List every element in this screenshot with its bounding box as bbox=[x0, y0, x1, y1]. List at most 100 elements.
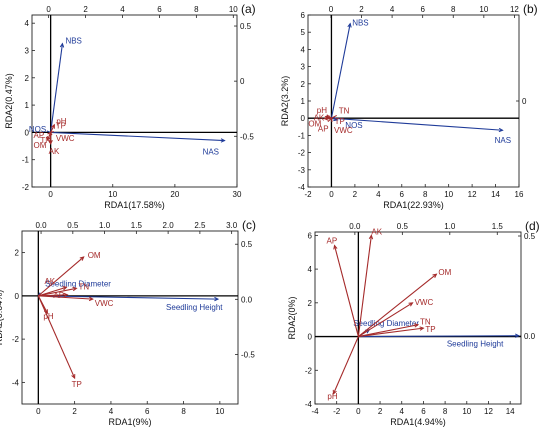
top-tick-label: 2.0 bbox=[163, 221, 175, 230]
x-axis-title: RDA1(4.94%) bbox=[390, 417, 446, 427]
x-tick-label: -4 bbox=[311, 407, 319, 416]
top-tick-label: 8 bbox=[451, 5, 456, 14]
vector-label-ap: AP bbox=[327, 236, 338, 245]
vector-label-nas: NAS bbox=[203, 148, 219, 157]
vector-label-seedling-diameter: Seedling Diameter bbox=[353, 319, 419, 328]
top-tick-label: 2 bbox=[359, 5, 364, 14]
panel-label: (c) bbox=[242, 218, 256, 232]
right-tick-label: 0.5 bbox=[241, 240, 253, 249]
vector-label-nbs: NBS bbox=[352, 19, 368, 28]
y-tick-label: -4 bbox=[12, 378, 20, 387]
vector-ap bbox=[327, 117, 332, 123]
top-tick-label: 3.0 bbox=[226, 221, 238, 230]
arrowhead-vwc bbox=[88, 296, 94, 302]
y-tick-label: 4 bbox=[308, 265, 313, 274]
plot-frame bbox=[307, 14, 520, 188]
right-tick-label: 0.0 bbox=[241, 295, 253, 304]
x-tick-label: 6 bbox=[421, 407, 426, 416]
y-tick-label: 1 bbox=[301, 97, 306, 106]
x-tick-label: 10 bbox=[215, 407, 224, 416]
y-tick-label: -2 bbox=[298, 149, 306, 158]
right-tick-label: -0.5 bbox=[241, 350, 255, 359]
top-tick-label: 0 bbox=[329, 5, 334, 14]
vector-label-ap: AP bbox=[34, 131, 45, 140]
y-tick-label: -4 bbox=[305, 400, 313, 409]
panel-label: (a) bbox=[241, 2, 256, 16]
vector-label-nos: NOS bbox=[345, 121, 362, 130]
top-tick-label: 4 bbox=[390, 5, 395, 14]
y-tick-label: -2 bbox=[22, 183, 30, 192]
y-tick-label: 0 bbox=[15, 292, 20, 301]
top-tick-label: 1.5 bbox=[131, 221, 143, 230]
y-tick-label: 5 bbox=[301, 28, 306, 37]
y-tick-label: -1 bbox=[22, 156, 30, 165]
right-tick-label: 0 bbox=[240, 77, 245, 86]
y-tick-label: 4 bbox=[301, 45, 306, 54]
vector-vwc bbox=[358, 302, 413, 338]
vector-label-ph: pH bbox=[327, 392, 337, 401]
top-tick-label: 1.5 bbox=[492, 222, 504, 231]
vector-label-nas: NAS bbox=[495, 136, 511, 145]
x-tick-label: 2 bbox=[72, 407, 77, 416]
top-tick-label: 6 bbox=[157, 5, 162, 14]
x-tick-label: 6 bbox=[145, 407, 150, 416]
x-tick-label: 12 bbox=[484, 407, 493, 416]
right-tick-label: -0.5 bbox=[240, 132, 254, 141]
arrowhead-vwc bbox=[408, 302, 414, 307]
arrowhead-ak bbox=[62, 286, 68, 291]
top-tick-label: 8 bbox=[194, 5, 199, 14]
vector-vwc bbox=[330, 118, 333, 123]
top-tick-label: 0.5 bbox=[67, 221, 79, 230]
x-tick-label: -2 bbox=[333, 407, 341, 416]
arrowhead-om bbox=[323, 116, 329, 121]
x-tick-label: 4 bbox=[400, 407, 405, 416]
vector-label-ph: pH bbox=[56, 117, 66, 126]
y-tick-label: 0 bbox=[301, 114, 306, 123]
arrowhead-om bbox=[432, 273, 438, 278]
y-tick-label: -3 bbox=[298, 166, 306, 175]
vector-label-nos: NOS bbox=[29, 125, 46, 134]
arrowhead-seedling-height bbox=[515, 333, 520, 338]
vector-label-seedling-height: Seedling Height bbox=[166, 303, 223, 312]
arrowhead-ph bbox=[50, 123, 55, 129]
arrowhead-ap bbox=[63, 292, 69, 298]
x-tick-label: 8 bbox=[443, 407, 448, 416]
vector-nbs bbox=[50, 43, 63, 133]
y-tick-label: 4 bbox=[25, 19, 30, 28]
vector-label-tp: TP bbox=[425, 325, 435, 334]
vector-label-vwc: VWC bbox=[334, 126, 353, 135]
vector-nas bbox=[50, 131, 225, 142]
x-tick-label: 2 bbox=[353, 190, 358, 199]
panel-c: 0 2 4 6 8 10 -4 -2 0 2 0.0 0.5 1.0 1.5 2.0 2.5 3.0 -0.5 0.… bbox=[0, 218, 256, 427]
vector-ph bbox=[50, 124, 55, 133]
vector-tp bbox=[358, 327, 424, 338]
arrowhead-nas bbox=[498, 127, 504, 133]
vector-label-om: OM bbox=[308, 120, 321, 129]
vector-label-om: OM bbox=[88, 251, 101, 260]
vector-label-ph: pH bbox=[317, 106, 327, 115]
vector-label-vwc: VWC bbox=[56, 134, 75, 143]
top-tick-label: 1.0 bbox=[99, 221, 111, 230]
arrowhead-tn bbox=[72, 286, 78, 292]
arrowhead-tp bbox=[419, 326, 425, 331]
vector-ak bbox=[357, 235, 372, 337]
vector-label-ak: AK bbox=[371, 227, 382, 236]
top-tick-label: 6 bbox=[420, 5, 425, 14]
y-tick-label: 2 bbox=[301, 80, 306, 89]
right-tick-label: 0 bbox=[522, 97, 527, 106]
vector-label-ak: AK bbox=[314, 113, 325, 122]
top-tick-label: 0 bbox=[46, 5, 51, 14]
y-tick-label: 3 bbox=[301, 63, 306, 72]
vector-tp bbox=[37, 295, 76, 379]
x-tick-label: 14 bbox=[491, 190, 500, 199]
x-tick-label: 10 bbox=[444, 190, 453, 199]
y-tick-label: 1 bbox=[25, 101, 30, 110]
vector-label-om: OM bbox=[438, 268, 451, 277]
top-tick-label: 1.0 bbox=[444, 222, 456, 231]
vector-label-seedling-height: Seedling Height bbox=[447, 340, 504, 349]
x-tick-label: 4 bbox=[109, 407, 114, 416]
x-tick-label: 0 bbox=[356, 407, 361, 416]
vector-om bbox=[358, 273, 437, 337]
y-tick-label: -2 bbox=[305, 366, 313, 375]
